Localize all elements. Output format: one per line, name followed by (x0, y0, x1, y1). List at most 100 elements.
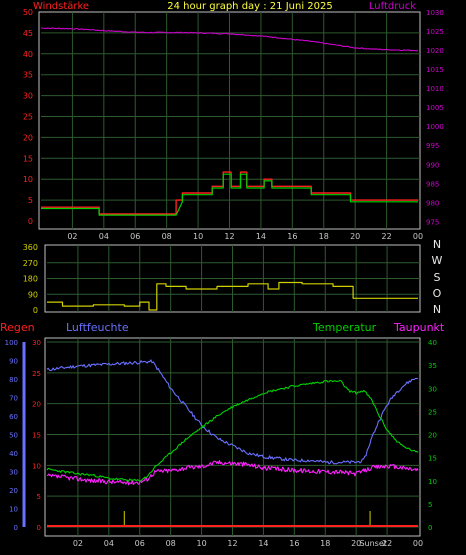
rain-tick-label: 20 (9, 487, 18, 495)
wind-gust-line (41, 171, 418, 215)
wind-tick-label: 5 (28, 196, 33, 205)
x-tick-label: 06 (135, 539, 145, 548)
humidity-tick-label: 0 (37, 524, 41, 532)
compass-label: N (433, 303, 441, 316)
direction-tick-label: 270 (23, 259, 38, 268)
pressure-tick-label: 1020 (426, 47, 444, 55)
pressure-axis-title: Luftdruck (369, 1, 416, 12)
wind-direction-line (47, 281, 418, 311)
humidity-tick-label: 25 (32, 370, 41, 378)
temperature-line (46, 379, 419, 482)
sunset-label: Sunset (359, 539, 386, 548)
x-tick-label: 14 (256, 232, 266, 241)
rain-tick-label: 10 (9, 506, 18, 514)
rain-tick-label: 100 (5, 339, 18, 347)
wind-tick-label: 35 (23, 71, 33, 80)
rain-axis-title: Regen (0, 321, 35, 334)
x-tick-label: 14 (258, 539, 268, 548)
wind-tick-label: 45 (23, 29, 33, 38)
rain-tick-label: 30 (9, 469, 18, 477)
compass-label: W (432, 254, 443, 267)
rain-tick-label: 50 (9, 432, 18, 440)
rain-tick-label: 90 (9, 358, 18, 366)
direction-tick-label: 0 (33, 306, 38, 315)
pressure-tick-label: 1010 (426, 85, 444, 93)
humidity-tick-label: 30 (32, 339, 41, 347)
wind-speed-axis-title: Windstärke (33, 1, 89, 12)
dewpoint-line (46, 459, 419, 486)
pressure-tick-label: 1000 (426, 123, 444, 131)
pressure-tick-label: 975 (426, 218, 439, 226)
pressure-tick-label: 1030 (426, 9, 444, 17)
x-tick-label: 08 (166, 539, 176, 548)
wind-tick-label: 50 (23, 8, 33, 17)
x-tick-label: 06 (130, 232, 140, 241)
x-tick-label: 00 (413, 232, 423, 241)
wind-average-line (41, 173, 418, 216)
temperature-tick-label: 25 (428, 408, 437, 416)
pressure-tick-label: 1005 (426, 104, 444, 112)
x-tick-label: 22 (382, 539, 392, 548)
x-tick-label: 18 (320, 539, 330, 548)
wind-tick-label: 10 (23, 175, 33, 184)
wind-tick-label: 20 (23, 133, 33, 142)
rain-tick-label: 0 (14, 524, 18, 532)
x-tick-label: 12 (227, 539, 237, 548)
dewpoint-axis-title: Taupunkt (393, 321, 445, 334)
wind-tick-label: 15 (23, 154, 33, 163)
x-tick-label: 08 (162, 232, 172, 241)
humidity-tick-label: 15 (32, 432, 41, 440)
rain-tick-label: 40 (9, 450, 18, 458)
temperature-tick-label: 35 (428, 362, 437, 370)
temperature-tick-label: 40 (428, 339, 437, 347)
direction-tick-label: 90 (28, 290, 38, 299)
rain-tick-label: 70 (9, 395, 18, 403)
x-tick-label: 16 (289, 539, 299, 548)
x-tick-label: 02 (73, 539, 83, 548)
wind-tick-label: 30 (23, 92, 33, 101)
rain-tick-label: 80 (9, 376, 18, 384)
wind-tick-label: 25 (23, 113, 33, 122)
chart-title: 24 hour graph day : 21 Juni 2025 (167, 1, 333, 12)
temperature-axis-title: Temperatur (312, 321, 377, 334)
direction-tick-label: 180 (23, 275, 38, 284)
temperature-tick-label: 30 (428, 385, 437, 393)
temperature-tick-label: 10 (428, 478, 437, 486)
compass-label: O (433, 287, 442, 300)
pressure-tick-label: 995 (426, 142, 439, 150)
temperature-tick-label: 15 (428, 455, 437, 463)
x-tick-label: 18 (319, 232, 329, 241)
humidity-axis-title: Luftfeuchte (66, 321, 129, 334)
x-tick-label: 12 (224, 232, 234, 241)
wind-tick-label: 40 (23, 50, 33, 59)
pressure-tick-label: 980 (426, 199, 439, 207)
temperature-tick-label: 5 (428, 501, 432, 509)
pressure-tick-label: 990 (426, 161, 439, 169)
x-tick-label: 00 (413, 539, 423, 548)
humidity-tick-label: 5 (37, 493, 41, 501)
humidity-line (46, 359, 419, 465)
direction-tick-label: 360 (23, 243, 38, 252)
humidity-tick-label: 10 (32, 462, 41, 470)
pressure-tick-label: 985 (426, 180, 439, 188)
x-tick-label: 02 (67, 232, 77, 241)
x-tick-label: 04 (104, 539, 114, 548)
pressure-tick-label: 1025 (426, 28, 444, 36)
x-tick-label: 22 (381, 232, 391, 241)
x-tick-label: 10 (193, 232, 203, 241)
x-tick-label: 20 (350, 232, 360, 241)
x-tick-label: 16 (287, 232, 297, 241)
humidity-tick-label: 20 (32, 401, 41, 409)
pressure-tick-label: 1015 (426, 66, 444, 74)
compass-label: S (434, 271, 441, 284)
x-tick-label: 04 (99, 232, 109, 241)
temperature-tick-label: 20 (428, 432, 437, 440)
rain-tick-label: 60 (9, 413, 18, 421)
pressure-line (41, 27, 418, 52)
x-tick-label: 10 (196, 539, 206, 548)
compass-label: N (433, 238, 441, 251)
x-tick-label: 20 (351, 539, 361, 548)
wind-tick-label: 0 (28, 217, 33, 226)
temperature-tick-label: 0 (428, 524, 432, 532)
